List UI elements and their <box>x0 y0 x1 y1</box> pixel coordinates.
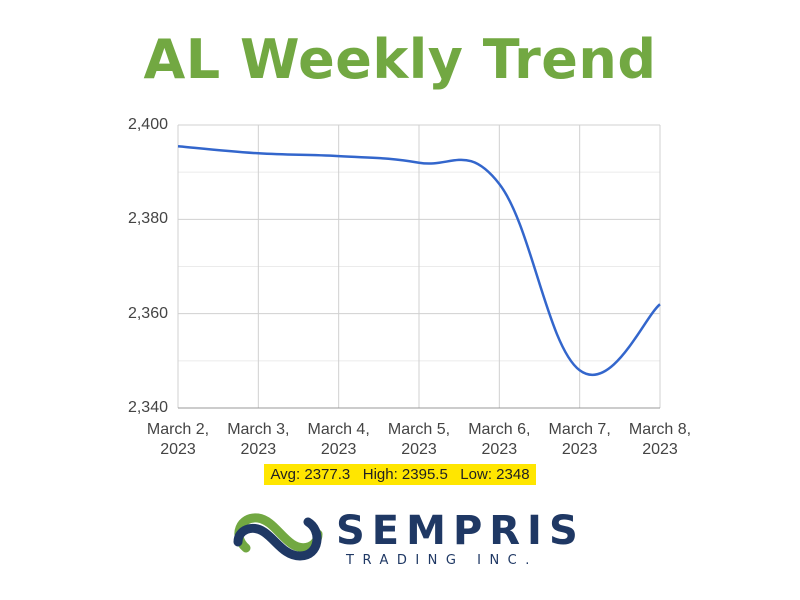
logo-subtitle: TRADING INC. <box>346 553 538 568</box>
y-tick-label: 2,400 <box>127 116 168 133</box>
line <box>177 144 661 377</box>
x-tick-label: March 6, 2023 <box>468 421 531 458</box>
logo-name: SEMPRIS <box>336 508 585 554</box>
x-tick-label: March 8, 2023 <box>628 421 692 458</box>
x-tick-label: March 2, 2023 <box>146 421 210 458</box>
annotation-text: Avg: 2377.3 High: 2395.5 Low: 2348 <box>264 464 536 485</box>
x-tick-label: March 7, 2023 <box>548 421 611 458</box>
y-tick-label: 2,380 <box>127 210 168 228</box>
y-tick-label: 2,340 <box>127 399 168 416</box>
logo-icon <box>233 513 323 561</box>
x-tick-label: March 5, 2023 <box>387 421 451 458</box>
annotation: Avg: 2377.3 High: 2395.5 Low: 2348 <box>0 464 800 485</box>
x-tick-label: March 4, 2023 <box>307 421 370 458</box>
chart-title: AL Weekly Trend <box>143 28 657 91</box>
y-tick-label: 2,360 <box>127 304 168 322</box>
x-tick-label: March 3, 2023 <box>227 421 290 458</box>
